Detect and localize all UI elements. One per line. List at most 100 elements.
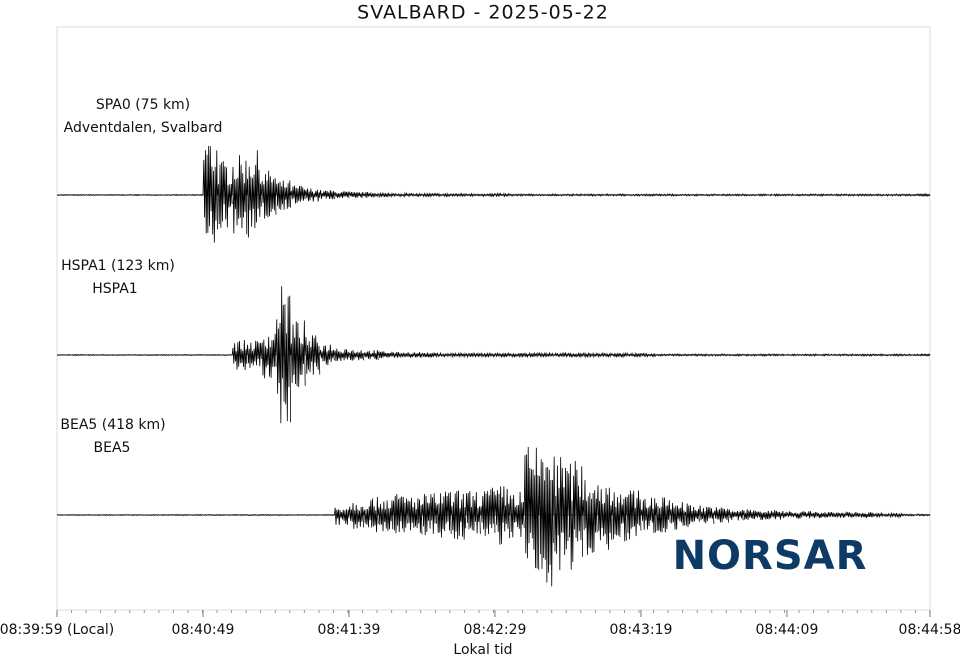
waveform-segment (786, 353, 802, 357)
waveform-segment (231, 155, 248, 235)
waveform-segment (509, 193, 525, 197)
waveform-segment (742, 193, 758, 197)
waveform-segment (363, 350, 379, 360)
waveform-segment (728, 193, 744, 197)
waveform-segment (669, 502, 686, 530)
waveform-segment (159, 514, 175, 516)
waveform-segment (786, 193, 802, 197)
waveform-segment (71, 513, 87, 516)
waveform-segment (246, 513, 262, 517)
waveform-segment (874, 511, 890, 519)
waveform-segment (319, 514, 335, 517)
waveform-segment (290, 185, 306, 204)
waveform-segment (202, 145, 218, 243)
waveform-segment (698, 505, 715, 524)
waveform-segment (115, 193, 131, 196)
waveform-segment (611, 351, 627, 359)
waveform-segment (830, 353, 846, 357)
station-label: BEA5 (418 km) (60, 417, 165, 433)
waveform-segment (757, 510, 773, 520)
waveform-segment (655, 497, 671, 533)
waveform-segment (217, 354, 233, 357)
waveform-segment (699, 193, 715, 197)
waveform-segment (669, 193, 686, 197)
station-location: HSPA1 (92, 281, 137, 297)
waveform-segment (772, 193, 788, 197)
waveform-segment (407, 192, 423, 198)
waveform-segment (596, 351, 613, 359)
x-tick-label: 08:44:09 (755, 622, 818, 638)
waveform-segment (845, 193, 861, 197)
waveform-segment (567, 193, 583, 197)
x-axis-label: Lokal tid (453, 642, 512, 658)
waveform-segment (406, 497, 423, 535)
waveform-segment (436, 351, 452, 358)
waveform-segment (625, 490, 642, 540)
waveform-segment (406, 352, 423, 358)
waveform-segment (377, 191, 394, 199)
waveform-segment (246, 150, 262, 238)
waveform-segment (202, 513, 218, 516)
waveform-segment (260, 170, 277, 219)
waveform-segment (363, 496, 379, 533)
waveform-segment (348, 502, 364, 529)
waveform-segment (115, 514, 131, 516)
station-label: HSPA1 (123 km) (61, 258, 175, 274)
waveform-segment (304, 188, 321, 202)
waveform-segment (538, 351, 554, 358)
waveform-segment (56, 194, 72, 196)
waveform-segment (684, 353, 700, 357)
waveform-segment (801, 193, 817, 197)
waveform-segment (217, 514, 233, 517)
waveform-segment (363, 191, 379, 198)
waveform-segment (859, 353, 875, 357)
waveform-segment (348, 190, 364, 198)
waveform-segment (815, 512, 832, 519)
waveform-segment (567, 351, 583, 359)
waveform-segment (786, 511, 802, 519)
waveform-segment (640, 193, 656, 197)
waveform-segment (742, 353, 759, 357)
waveform-segment (684, 503, 700, 527)
waveform-segment (801, 353, 817, 357)
waveform-segment (261, 513, 277, 516)
waveform-segment (494, 486, 510, 545)
waveform-segment (655, 353, 671, 357)
waveform-segment (479, 351, 496, 359)
waveform-segment (494, 351, 510, 359)
waveform-segment (553, 351, 569, 359)
waveform-segment (903, 353, 919, 357)
waveform-segment (173, 353, 189, 356)
x-tick-label: 08:40:49 (172, 622, 235, 638)
waveform-segment (918, 192, 931, 197)
waveform-segment (290, 320, 306, 388)
waveform-segment (86, 513, 102, 516)
waveform-segment (465, 491, 481, 534)
waveform-segment (859, 193, 875, 197)
waveform-segment (71, 193, 87, 197)
waveform-segment (611, 492, 627, 542)
waveform-segment (771, 509, 788, 520)
waveform-segment (669, 353, 686, 357)
waveform-segment (129, 353, 145, 357)
station-location: Adventdalen, Svalbard (64, 120, 223, 136)
waveform-segment (231, 513, 247, 516)
waveform-segment (596, 193, 613, 197)
waveform-segment (713, 353, 729, 357)
waveform-segment (844, 510, 861, 519)
waveform-segment (450, 192, 467, 198)
waveform-segment (173, 513, 189, 517)
waveform-segment (582, 480, 598, 555)
waveform-segment (436, 192, 452, 198)
waveform-segment (202, 353, 218, 357)
waveform-segment (888, 353, 905, 357)
waveform-segment (742, 509, 759, 520)
waveform-segment (100, 513, 116, 517)
waveform-segment (392, 351, 408, 359)
waveform-segment (319, 190, 335, 200)
waveform-segment (333, 191, 350, 199)
waveform-segment (538, 193, 554, 197)
waveform-segment (523, 447, 540, 570)
waveform-segment (815, 193, 832, 197)
